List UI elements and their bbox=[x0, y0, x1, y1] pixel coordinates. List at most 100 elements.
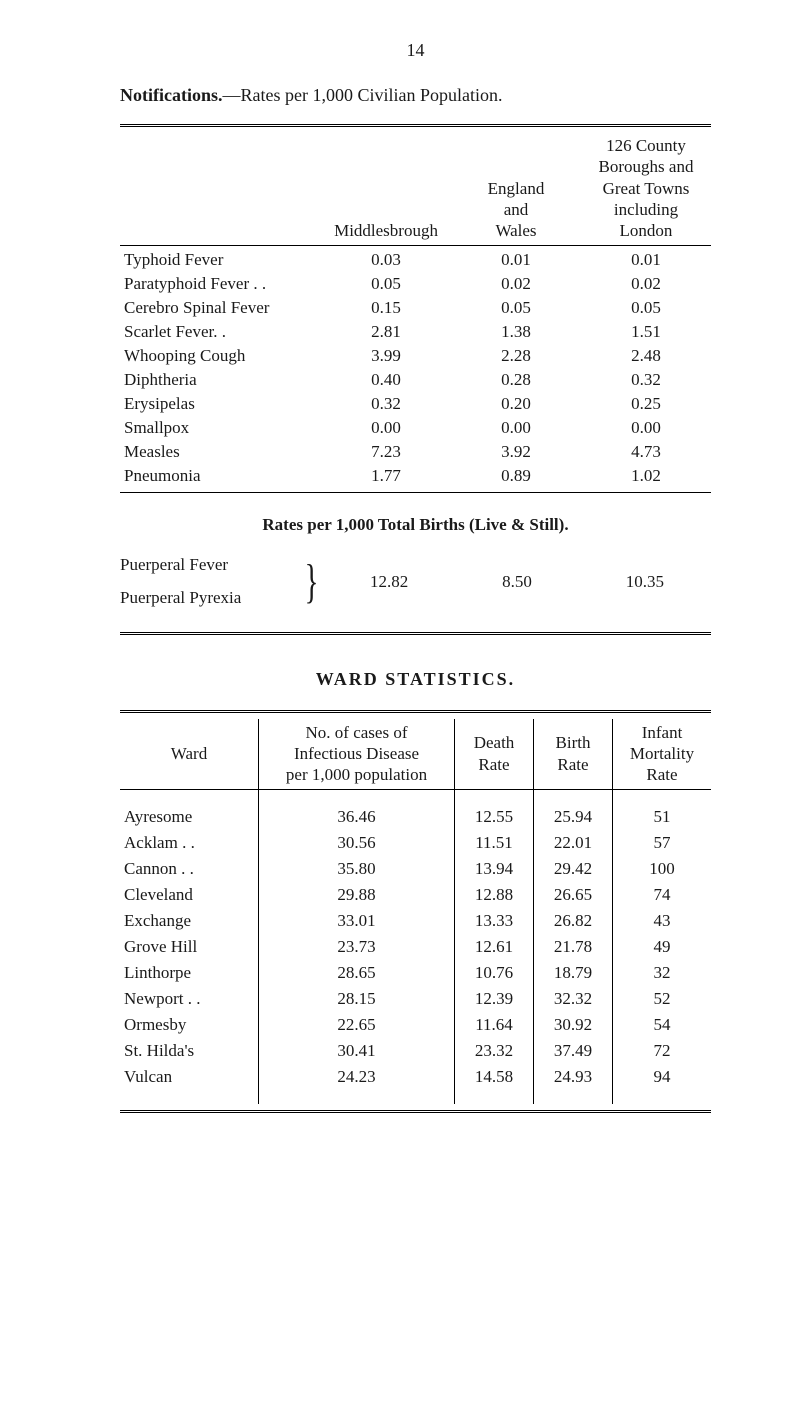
table-row: Ormesby22.6511.6430.9254 bbox=[120, 1012, 711, 1038]
puerp-v3: 10.35 bbox=[626, 572, 664, 592]
table-row: Cannon . .35.8013.9429.42100 bbox=[120, 856, 711, 882]
table1-top-rule bbox=[120, 124, 711, 127]
ward-val: 37.49 bbox=[534, 1038, 613, 1064]
ward-statistics-table: Ward No. of cases of Infectious Disease … bbox=[120, 719, 711, 1104]
t2-h5: Infant Mortality Rate bbox=[613, 719, 712, 789]
puerp-v2: 8.50 bbox=[502, 572, 532, 592]
ward-val: 21.78 bbox=[534, 934, 613, 960]
ward-val: 24.23 bbox=[259, 1064, 455, 1090]
ward-val: 22.01 bbox=[534, 830, 613, 856]
table-row: Cerebro Spinal Fever0.150.050.05 bbox=[120, 296, 711, 320]
ward-val: 30.41 bbox=[259, 1038, 455, 1064]
ward-name: Grove Hill bbox=[120, 934, 259, 960]
row-label: Smallpox bbox=[120, 416, 321, 440]
row-label: Whooping Cough bbox=[120, 344, 321, 368]
ward-val: 18.79 bbox=[534, 960, 613, 986]
rates-heading: Rates per 1,000 Total Births (Live & Sti… bbox=[120, 515, 711, 535]
t2-h2: No. of cases of Infectious Disease per 1… bbox=[259, 719, 455, 789]
ward-name: Acklam . . bbox=[120, 830, 259, 856]
ward-name: Exchange bbox=[120, 908, 259, 934]
ward-val: 12.39 bbox=[455, 986, 534, 1012]
section-divider bbox=[120, 632, 711, 635]
table-row: Smallpox0.000.000.00 bbox=[120, 416, 711, 440]
ward-val: 24.93 bbox=[534, 1064, 613, 1090]
table-row: Paratyphoid Fever . .0.050.020.02 bbox=[120, 272, 711, 296]
ward-val: 30.56 bbox=[259, 830, 455, 856]
ward-val: 14.58 bbox=[455, 1064, 534, 1090]
row-val: 1.77 bbox=[321, 464, 451, 488]
row-val: 0.05 bbox=[451, 296, 581, 320]
ward-val: 29.88 bbox=[259, 882, 455, 908]
ward-val: 12.55 bbox=[455, 804, 534, 830]
row-label: Scarlet Fever. . bbox=[120, 320, 321, 344]
ward-statistics-heading: WARD STATISTICS. bbox=[120, 669, 711, 690]
row-label: Measles bbox=[120, 440, 321, 464]
t1-h2: Middlesbrough bbox=[321, 133, 451, 243]
row-val: 0.20 bbox=[451, 392, 581, 416]
row-val: 2.81 bbox=[321, 320, 451, 344]
row-val: 3.99 bbox=[321, 344, 451, 368]
ward-val: 51 bbox=[613, 804, 712, 830]
ward-val: 74 bbox=[613, 882, 712, 908]
ward-name: Cannon . . bbox=[120, 856, 259, 882]
row-val: 0.02 bbox=[581, 272, 711, 296]
table-row: Linthorpe28.6510.7618.7932 bbox=[120, 960, 711, 986]
t1-h4: 126 County Boroughs and Great Towns incl… bbox=[581, 133, 711, 243]
ward-val: 28.15 bbox=[259, 986, 455, 1012]
row-val: 0.00 bbox=[581, 416, 711, 440]
ward-val: 49 bbox=[613, 934, 712, 960]
ward-name: Ayresome bbox=[120, 804, 259, 830]
puerp-v1: 12.82 bbox=[370, 572, 408, 592]
row-val: 0.25 bbox=[581, 392, 711, 416]
row-val: 0.00 bbox=[321, 416, 451, 440]
row-val: 0.01 bbox=[581, 248, 711, 272]
table2-top-rule bbox=[120, 710, 711, 713]
row-val: 0.40 bbox=[321, 368, 451, 392]
ward-val: 25.94 bbox=[534, 804, 613, 830]
ward-val: 10.76 bbox=[455, 960, 534, 986]
row-val: 0.05 bbox=[321, 272, 451, 296]
ward-val: 94 bbox=[613, 1064, 712, 1090]
row-label: Paratyphoid Fever . . bbox=[120, 272, 321, 296]
row-label: Cerebro Spinal Fever bbox=[120, 296, 321, 320]
row-label: Typhoid Fever bbox=[120, 248, 321, 272]
ward-val: 32 bbox=[613, 960, 712, 986]
ward-val: 57 bbox=[613, 830, 712, 856]
intro-bold: Notifications. bbox=[120, 85, 223, 105]
ward-val: 35.80 bbox=[259, 856, 455, 882]
table1-bottom-rule bbox=[120, 492, 711, 493]
ward-val: 36.46 bbox=[259, 804, 455, 830]
puerperal-row: Puerperal Fever Puerperal Pyrexia } 12.8… bbox=[120, 549, 711, 614]
row-val: 1.51 bbox=[581, 320, 711, 344]
ward-val: 11.64 bbox=[455, 1012, 534, 1038]
table-row: St. Hilda's30.4123.3237.4972 bbox=[120, 1038, 711, 1064]
ward-val: 54 bbox=[613, 1012, 712, 1038]
table-row: Whooping Cough3.992.282.48 bbox=[120, 344, 711, 368]
row-label: Diphtheria bbox=[120, 368, 321, 392]
table-row: Ayresome36.4612.5525.9451 bbox=[120, 804, 711, 830]
t1-h3: England and Wales bbox=[451, 133, 581, 243]
ward-name: Linthorpe bbox=[120, 960, 259, 986]
puerperal-pyrexia-label: Puerperal Pyrexia bbox=[120, 582, 300, 614]
table-row: Measles7.233.924.73 bbox=[120, 440, 711, 464]
brace-icon: } bbox=[305, 558, 319, 606]
row-label: Pneumonia bbox=[120, 464, 321, 488]
ward-val: 32.32 bbox=[534, 986, 613, 1012]
row-label: Erysipelas bbox=[120, 392, 321, 416]
ward-val: 29.42 bbox=[534, 856, 613, 882]
row-val: 2.28 bbox=[451, 344, 581, 368]
table-row: Exchange33.0113.3326.8243 bbox=[120, 908, 711, 934]
ward-val: 23.32 bbox=[455, 1038, 534, 1064]
ward-name: Newport . . bbox=[120, 986, 259, 1012]
row-val: 0.00 bbox=[451, 416, 581, 440]
ward-name: Cleveland bbox=[120, 882, 259, 908]
row-val: 1.38 bbox=[451, 320, 581, 344]
ward-val: 23.73 bbox=[259, 934, 455, 960]
intro-line: Notifications.—Rates per 1,000 Civilian … bbox=[120, 85, 711, 106]
ward-val: 52 bbox=[613, 986, 712, 1012]
t2-h3: Death Rate bbox=[455, 719, 534, 789]
t2-h1: Ward bbox=[120, 719, 259, 789]
table-row: Newport . .28.1512.3932.3252 bbox=[120, 986, 711, 1012]
row-val: 0.01 bbox=[451, 248, 581, 272]
row-val: 0.32 bbox=[581, 368, 711, 392]
